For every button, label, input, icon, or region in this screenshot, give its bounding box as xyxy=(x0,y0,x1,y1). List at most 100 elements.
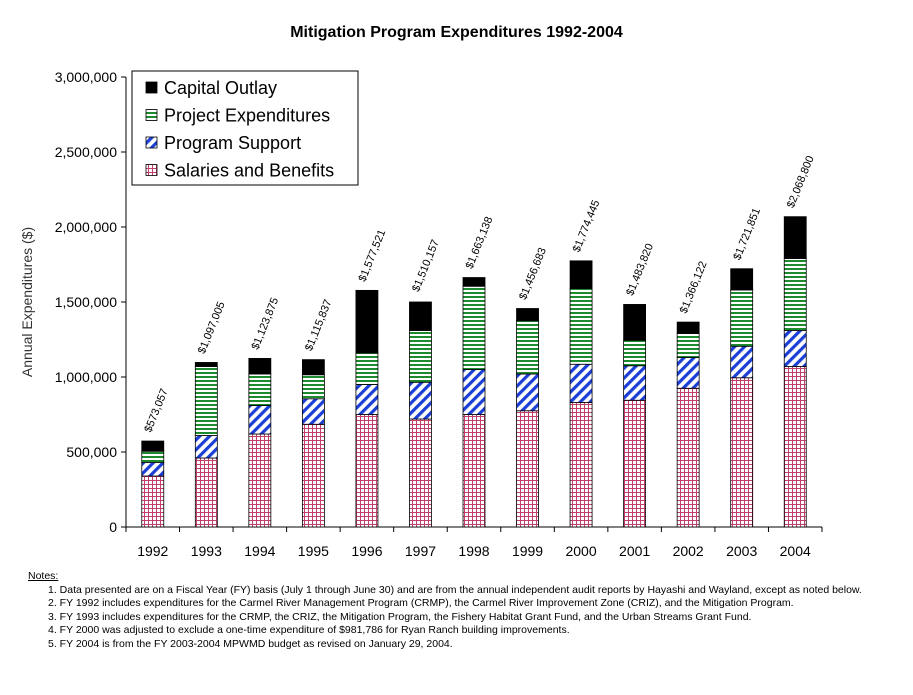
y-tick-label: 500,000 xyxy=(66,444,117,460)
bar-segment-program-support xyxy=(623,365,647,401)
bar-segment-salaries-and-benefits xyxy=(623,399,647,528)
bar-total-label: $1,663,138 xyxy=(464,215,496,271)
bar-segment-program-support xyxy=(355,384,379,415)
legend-swatch-salaries-and-benefits xyxy=(145,164,158,176)
legend-swatch-program-support xyxy=(145,136,158,149)
bar-segment-program-support xyxy=(248,405,272,435)
y-tick-label: 2,000,000 xyxy=(55,219,117,235)
bar-segment-program-support xyxy=(301,398,325,425)
bar-segment-salaries-and-benefits xyxy=(355,414,379,528)
y-tick-label: 1,000,000 xyxy=(55,369,117,385)
bar-segment-project-expenditures xyxy=(248,373,272,406)
y-tick-label: 1,500,000 xyxy=(55,294,117,310)
x-tick-label: 1992 xyxy=(137,543,168,559)
bar-segment-project-expenditures xyxy=(730,289,754,347)
bar-total-label: $1,366,122 xyxy=(678,260,710,316)
bar-segment-salaries-and-benefits xyxy=(569,402,593,528)
legend-label: Program Support xyxy=(164,133,301,153)
bar-total-label: $1,721,851 xyxy=(731,206,763,262)
stacked-bar-chart: Annual Expenditures ($) 0 500,000 1,000,000… xyxy=(19,69,823,559)
bar-segment-salaries-and-benefits xyxy=(516,410,539,528)
bar-segment-capital-outlay xyxy=(783,216,807,259)
bar-total-label: $1,456,683 xyxy=(517,246,549,302)
x-tick-label: 2003 xyxy=(726,543,757,559)
note-5: 5. FY 2004 is from the FY 2003-2004 MPWM… xyxy=(48,637,453,650)
bar-segment-capital-outlay xyxy=(462,277,486,287)
bar-total-label: $1,483,820 xyxy=(624,242,656,298)
bar-total-label: $1,123,875 xyxy=(250,296,282,352)
bar-total-label: $2,068,800 xyxy=(785,154,817,210)
bar-segment-capital-outlay xyxy=(569,260,593,289)
x-tick-label: 2004 xyxy=(780,543,811,559)
bar-segment-capital-outlay xyxy=(248,358,272,375)
bar-segment-project-expenditures xyxy=(462,285,486,370)
bar-total-label: $1,510,157 xyxy=(410,238,442,294)
bar-segment-salaries-and-benefits xyxy=(462,414,486,528)
bar-segment-project-expenditures xyxy=(409,330,432,383)
note-2: 2. FY 1992 includes expenditures for the… xyxy=(48,597,794,609)
bar-segment-program-support xyxy=(194,435,218,459)
bar-segment-program-support xyxy=(409,381,432,420)
bar-segment-salaries-and-benefits xyxy=(248,433,272,528)
x-tick-label: 2002 xyxy=(673,543,704,559)
legend-box xyxy=(131,70,359,186)
bar-segment-salaries-and-benefits xyxy=(730,377,754,528)
bar-segment-salaries-and-benefits xyxy=(783,366,807,528)
y-tick-label: 2,500,000 xyxy=(55,144,117,160)
bar-segment-project-expenditures xyxy=(569,288,593,365)
bar-segment-project-expenditures xyxy=(623,339,647,367)
x-tick-label: 1995 xyxy=(298,543,329,559)
y-tick-label: 0 xyxy=(109,519,117,535)
legend-label: Capital Outlay xyxy=(164,78,277,98)
legend-swatch-capital-outlay xyxy=(145,81,158,94)
bar-segment-capital-outlay xyxy=(730,268,754,291)
legend-swatch-project-expenditures xyxy=(145,109,158,121)
bar-segment-salaries-and-benefits xyxy=(194,457,218,528)
legend-label: Project Expenditures xyxy=(164,106,330,126)
bar-segment-project-expenditures xyxy=(516,320,539,375)
bar-segment-project-expenditures xyxy=(301,374,325,400)
bar-segment-capital-outlay xyxy=(194,362,218,367)
notes-heading: Notes: xyxy=(28,570,59,582)
notes-section: Notes: 1. Data presented are on a Fiscal… xyxy=(28,570,896,651)
x-tick-label: 1996 xyxy=(351,543,382,559)
x-tick-label: 2000 xyxy=(565,543,596,559)
bar-segment-program-support xyxy=(730,345,754,379)
bar-segment-program-support xyxy=(462,369,486,415)
legend-label: Salaries and Benefits xyxy=(164,161,334,181)
bar-segment-salaries-and-benefits xyxy=(676,387,700,528)
x-tick-label: 2001 xyxy=(619,543,650,559)
y-tick-label: 3,000,000 xyxy=(55,69,117,85)
bar-segment-project-expenditures xyxy=(676,333,700,358)
bar-segment-salaries-and-benefits xyxy=(301,423,325,528)
bar-segment-program-support xyxy=(676,357,700,389)
bar-segment-project-expenditures xyxy=(355,352,379,385)
bar-segment-capital-outlay xyxy=(301,359,325,376)
x-tick-label: 1994 xyxy=(244,543,275,559)
chart-title: Mitigation Program Expenditures 1992-200… xyxy=(290,24,623,41)
bar-total-label: $573,057 xyxy=(142,387,170,434)
note-4: 4. FY 2000 was adjusted to exclude a one… xyxy=(48,624,570,636)
note-1: 1. Data presented are on a Fiscal Year (… xyxy=(48,583,862,596)
bar-segment-capital-outlay xyxy=(516,308,539,322)
bar-segment-project-expenditures xyxy=(194,366,218,436)
bar-total-label: $1,577,521 xyxy=(357,228,389,284)
bar-segment-capital-outlay xyxy=(141,440,165,452)
bar-segment-capital-outlay xyxy=(355,289,379,354)
x-tick-label: 1993 xyxy=(191,543,222,559)
bar-segment-project-expenditures xyxy=(783,258,807,331)
bar-segment-capital-outlay xyxy=(676,321,700,334)
bar-total-label: $1,097,005 xyxy=(196,300,228,356)
bar-total-label: $1,774,445 xyxy=(571,198,603,254)
bar-segment-program-support xyxy=(516,373,539,412)
bar-segment-salaries-and-benefits xyxy=(409,418,432,528)
bar-segment-capital-outlay xyxy=(409,301,432,331)
bar-segment-salaries-and-benefits xyxy=(141,475,165,528)
bar-segment-program-support xyxy=(569,363,593,403)
x-tick-label: 1997 xyxy=(405,543,436,559)
bar-segment-program-support xyxy=(783,330,807,367)
note-3: 3. FY 1993 includes expenditures for the… xyxy=(48,610,752,623)
bar-segment-program-support xyxy=(141,462,165,477)
x-tick-label: 1999 xyxy=(512,543,543,559)
bar-total-label: $1,115,837 xyxy=(303,298,334,353)
